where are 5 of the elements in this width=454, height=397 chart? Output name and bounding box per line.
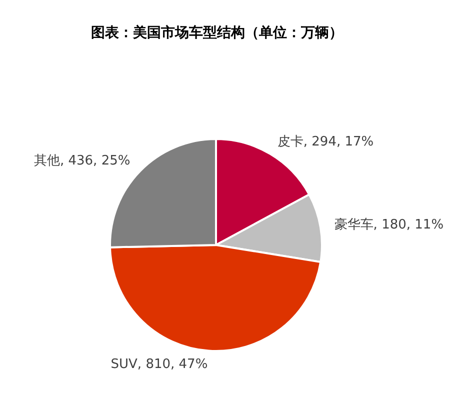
slice-label: 豪华车, 180, 11%: [334, 217, 444, 232]
slice-label: 皮卡, 294, 17%: [277, 134, 374, 150]
slice-label: 其他, 436, 25%: [34, 153, 130, 168]
slice-label: SUV, 810, 47%: [110, 357, 208, 372]
chart-title: 图表：美国市场车型结构（单位：万辆）: [90, 24, 344, 43]
